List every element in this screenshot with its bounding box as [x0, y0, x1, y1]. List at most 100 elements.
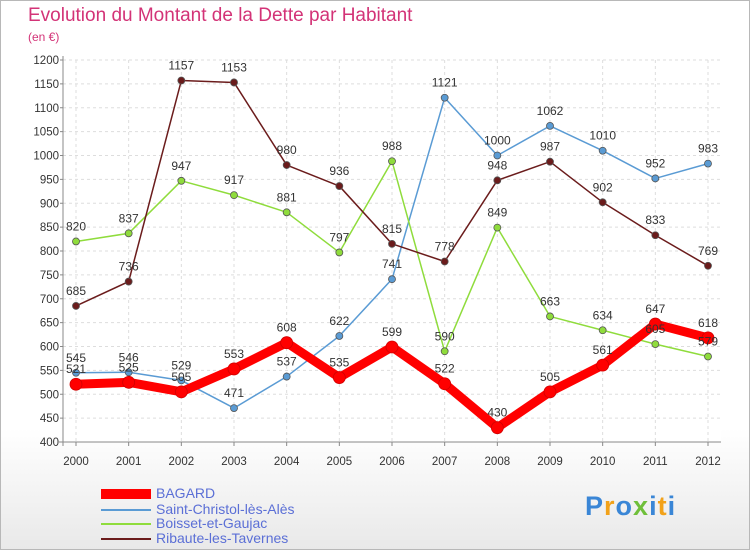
data-label: 521 [66, 362, 86, 376]
data-label: 529 [171, 358, 191, 372]
proxiti-logo: Proxiti [585, 491, 677, 521]
data-point [230, 404, 238, 412]
y-tick-label: 750 [40, 270, 59, 282]
data-label: 1157 [168, 59, 194, 73]
data-label: 579 [698, 335, 718, 349]
data-point [177, 176, 186, 185]
data-point [385, 340, 399, 354]
data-label: 936 [329, 164, 349, 178]
data-point [598, 326, 607, 335]
data-label: 647 [645, 302, 665, 316]
data-label: 833 [645, 213, 665, 227]
data-point [493, 176, 502, 185]
data-point [227, 362, 241, 376]
x-tick-label: 2003 [221, 456, 247, 468]
data-label: 837 [119, 211, 139, 225]
data-point [546, 121, 554, 130]
data-label: 797 [329, 230, 349, 244]
data-point [122, 375, 136, 389]
y-tick-label: 950 [40, 174, 59, 186]
data-point [177, 376, 186, 385]
data-label: 983 [698, 142, 718, 156]
data-point [388, 239, 396, 248]
data-point [72, 302, 80, 310]
x-tick-label: 2005 [327, 456, 353, 468]
legend-swatch [101, 523, 151, 525]
data-point [124, 277, 133, 286]
legend-swatch [101, 489, 151, 499]
y-tick-label: 800 [40, 246, 59, 258]
data-label: 902 [593, 180, 613, 194]
data-point [335, 182, 344, 190]
data-label: 947 [171, 159, 191, 173]
data-point [596, 358, 610, 372]
data-point [69, 377, 83, 391]
data-point [280, 336, 294, 350]
data-label: 1010 [589, 129, 616, 143]
data-label: 525 [119, 360, 139, 374]
data-label: 471 [224, 386, 244, 400]
chart-subtitle: (en €) [28, 30, 60, 44]
data-point [648, 317, 662, 331]
y-tick-label: 600 [40, 342, 59, 354]
x-tick-label: 2004 [274, 456, 300, 468]
data-point [124, 368, 133, 377]
y-tick-label: 1200 [33, 55, 59, 67]
data-label: 820 [66, 219, 86, 233]
data-label: 917 [224, 173, 244, 187]
data-label: 987 [540, 140, 560, 154]
y-tick-label: 1000 [33, 151, 59, 163]
data-label: 736 [119, 260, 139, 274]
y-tick-label: 1050 [33, 127, 59, 139]
x-tick-label: 2007 [432, 456, 458, 468]
x-tick-label: 2009 [537, 456, 563, 468]
x-tick-label: 2011 [643, 456, 668, 468]
data-point [493, 223, 502, 232]
legend-label: Saint-Christol-lès-Alès [156, 501, 295, 517]
data-label: 522 [435, 362, 455, 376]
data-point [493, 151, 502, 160]
chart-title: Evolution du Montant de la Dette par Hab… [28, 5, 413, 26]
x-tick-label: 2010 [590, 456, 616, 468]
y-tick-label: 450 [40, 413, 59, 425]
data-point [332, 371, 346, 384]
data-label: 553 [224, 347, 244, 361]
x-tick-label: 2001 [116, 456, 142, 468]
legend-swatch [101, 538, 151, 540]
data-point [546, 157, 554, 166]
data-point [282, 208, 291, 217]
data-point [230, 191, 238, 200]
data-point [598, 198, 607, 207]
x-tick-label: 2006 [379, 456, 405, 468]
data-label: 618 [698, 316, 718, 330]
data-label: 505 [540, 370, 560, 384]
data-label: 778 [435, 240, 455, 254]
data-label: 663 [540, 294, 560, 308]
data-label: 634 [593, 308, 613, 322]
data-point [704, 159, 712, 168]
data-point [282, 161, 291, 169]
data-point [72, 368, 80, 377]
data-point [124, 229, 133, 238]
data-point [598, 146, 607, 155]
data-label: 599 [382, 325, 402, 339]
x-tick-label: 2008 [485, 456, 511, 468]
data-point [177, 76, 186, 85]
data-point [546, 312, 554, 321]
data-point [72, 237, 80, 246]
y-tick-label: 900 [40, 198, 59, 210]
data-point [543, 385, 557, 399]
data-label: 537 [277, 355, 297, 369]
data-label: 608 [277, 321, 297, 335]
data-point [704, 261, 712, 270]
data-point [388, 275, 396, 284]
data-label: 849 [487, 206, 507, 220]
data-label: 1121 [432, 76, 458, 90]
data-point [335, 248, 344, 257]
y-tick-label: 500 [40, 389, 59, 401]
y-tick-label: 1150 [34, 79, 59, 91]
x-tick-label: 2002 [169, 456, 195, 468]
data-label: 535 [329, 356, 349, 370]
data-label: 685 [66, 284, 86, 298]
